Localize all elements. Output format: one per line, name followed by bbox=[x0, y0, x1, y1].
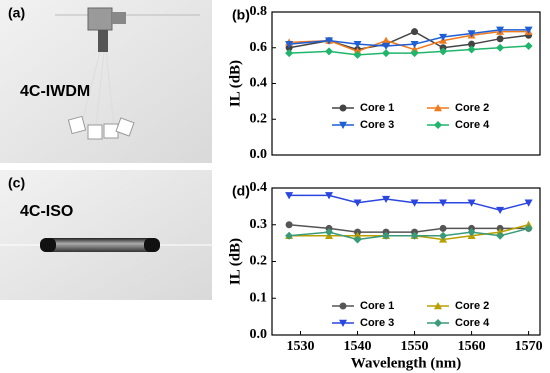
marker bbox=[285, 221, 293, 229]
y-tick-label: 0.3 bbox=[250, 217, 268, 232]
marker bbox=[439, 47, 448, 56]
marker bbox=[410, 49, 419, 58]
x-tick-label: 1560 bbox=[458, 339, 486, 354]
panel-label: (c) bbox=[8, 175, 25, 191]
legend-label: Core 4 bbox=[455, 317, 490, 329]
marker bbox=[411, 28, 419, 36]
marker bbox=[410, 40, 419, 49]
y-tick-label: 0.6 bbox=[250, 40, 268, 55]
marker bbox=[434, 121, 442, 129]
marker bbox=[339, 319, 347, 327]
x-axis-label: Wavelength (nm) bbox=[351, 355, 461, 371]
marker bbox=[285, 231, 294, 240]
marker bbox=[496, 43, 505, 52]
marker bbox=[285, 49, 294, 58]
marker bbox=[434, 104, 442, 112]
y-axis-label: IL (dB) bbox=[227, 60, 243, 107]
y-tick-label: 0.4 bbox=[250, 180, 268, 195]
marker bbox=[285, 40, 294, 49]
marker bbox=[496, 231, 505, 240]
panel-label: (b) bbox=[232, 7, 250, 23]
legend-label: Core 2 bbox=[455, 102, 489, 114]
series-line bbox=[289, 224, 529, 233]
marker bbox=[382, 36, 391, 44]
marker bbox=[353, 235, 362, 244]
marker bbox=[382, 49, 391, 58]
panel-label: (d) bbox=[232, 183, 250, 199]
x-tick-label: 1530 bbox=[287, 339, 315, 354]
marker bbox=[524, 220, 533, 228]
legend-label: Core 4 bbox=[455, 119, 490, 131]
marker bbox=[325, 37, 334, 45]
photo-caption: 4C-IWDM bbox=[20, 83, 90, 100]
marker bbox=[468, 40, 476, 48]
marker bbox=[467, 45, 476, 54]
marker bbox=[285, 192, 294, 200]
panel-label: (a) bbox=[8, 5, 25, 21]
marker bbox=[382, 195, 391, 204]
marker bbox=[353, 50, 362, 59]
legend-label: Core 1 bbox=[360, 300, 394, 312]
marker bbox=[524, 224, 533, 233]
marker bbox=[467, 199, 476, 207]
series-line bbox=[289, 227, 529, 241]
marker bbox=[410, 231, 419, 240]
photo-caption: 4C-ISO bbox=[20, 203, 73, 220]
marker bbox=[496, 26, 505, 34]
marker bbox=[353, 231, 362, 239]
legend-label: Core 1 bbox=[360, 102, 394, 114]
y-axis-label: IL (dB) bbox=[227, 238, 243, 285]
x-tick-label: 1550 bbox=[401, 339, 429, 354]
photo-iwdm: (a) 4C-IWDM bbox=[0, 0, 212, 163]
y-tick-label: 0.0 bbox=[250, 147, 268, 162]
y-tick-label: 0.1 bbox=[250, 290, 268, 305]
marker bbox=[339, 104, 347, 112]
marker bbox=[524, 199, 533, 207]
y-tick-label: 0.2 bbox=[250, 111, 268, 126]
y-tick-label: 0.4 bbox=[250, 76, 268, 91]
marker bbox=[496, 206, 505, 215]
marker bbox=[382, 231, 391, 240]
x-tick-label: 1540 bbox=[344, 339, 372, 354]
marker bbox=[434, 319, 442, 327]
marker bbox=[439, 231, 448, 240]
marker bbox=[325, 47, 334, 56]
y-tick-label: 0.2 bbox=[250, 254, 268, 269]
marker bbox=[496, 35, 504, 43]
marker bbox=[339, 121, 347, 129]
y-tick-label: 0.0 bbox=[250, 327, 268, 342]
marker bbox=[339, 302, 347, 310]
series-line bbox=[289, 194, 529, 211]
marker bbox=[434, 302, 442, 310]
marker bbox=[496, 228, 505, 236]
marker bbox=[467, 30, 476, 38]
marker bbox=[325, 192, 334, 200]
marker bbox=[524, 41, 533, 50]
photo-iso: (c) 4C-ISO bbox=[0, 170, 212, 300]
marker bbox=[524, 26, 533, 34]
marker bbox=[410, 199, 419, 207]
legend-label: Core 3 bbox=[360, 119, 394, 131]
marker bbox=[439, 33, 448, 42]
marker bbox=[467, 228, 476, 237]
marker bbox=[439, 199, 448, 207]
marker bbox=[353, 199, 362, 207]
x-tick-label: 1570 bbox=[515, 339, 543, 354]
marker bbox=[353, 40, 362, 49]
legend-label: Core 3 bbox=[360, 317, 394, 329]
marker bbox=[382, 42, 391, 50]
marker bbox=[439, 224, 447, 232]
legend-label: Core 2 bbox=[455, 300, 489, 312]
y-tick-label: 0.8 bbox=[250, 4, 268, 19]
marker bbox=[325, 228, 334, 237]
